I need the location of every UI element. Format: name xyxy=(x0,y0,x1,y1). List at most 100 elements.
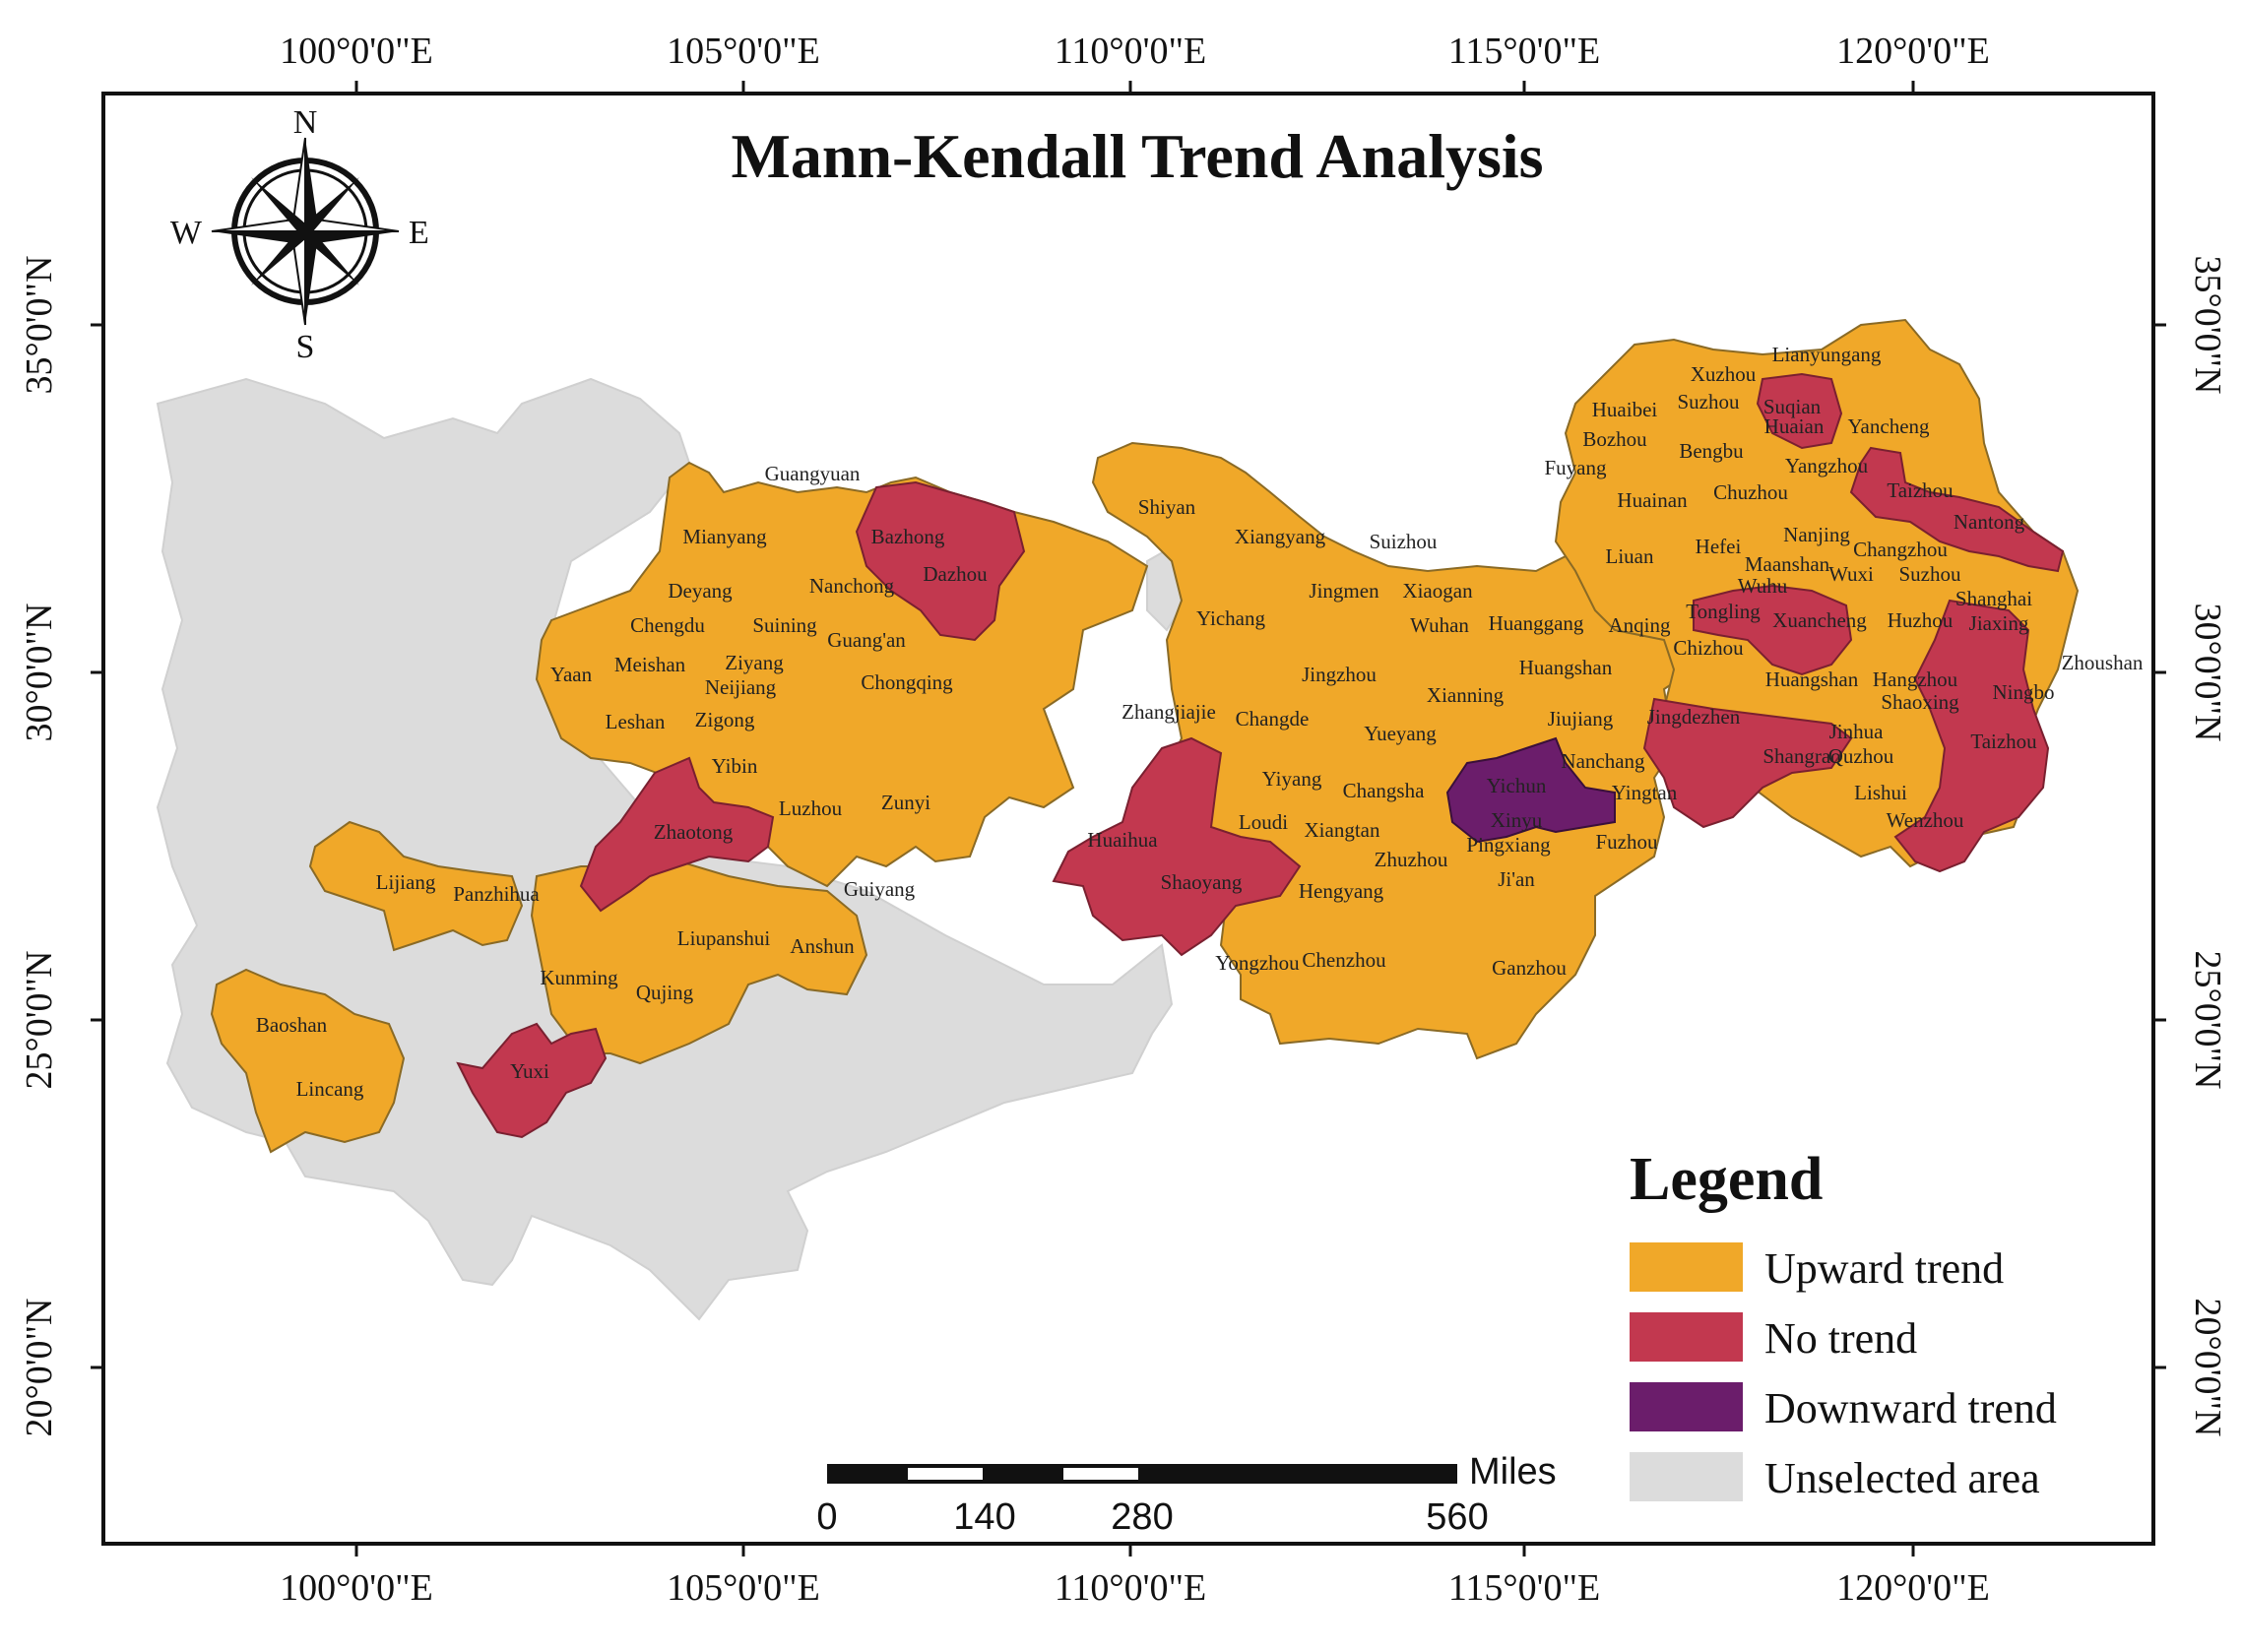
city-label: Xinyu xyxy=(1491,808,1543,832)
legend-swatch-downward xyxy=(1630,1382,1743,1431)
tongling-xuancheng xyxy=(1693,584,1853,676)
city-label: Xiangyang xyxy=(1235,525,1326,548)
city-label: Jiaxing xyxy=(1969,611,2029,635)
city-label: Yaan xyxy=(550,663,593,686)
city-label: Loudi xyxy=(1239,810,1288,834)
legend-label-no-trend: No trend xyxy=(1764,1314,1917,1363)
city-label: Yiyang xyxy=(1262,767,1322,791)
lat-label-left: 20°0'0"N xyxy=(19,1299,60,1437)
jiaxing-shaoxing-taizhou-wenzhou xyxy=(1893,599,2050,873)
city-label: Huainan xyxy=(1617,488,1688,512)
city-label: Yancheng xyxy=(1847,414,1930,438)
city-label: Zhuzhou xyxy=(1375,848,1448,871)
city-label: Huaibei xyxy=(1592,398,1658,421)
city-label: Nanchang xyxy=(1561,749,1645,773)
legend-label-downward: Downward trend xyxy=(1764,1384,2057,1432)
no-trend-regions xyxy=(456,372,2065,1139)
city-label: Fuzhou xyxy=(1596,830,1659,854)
city-label: Taizhou xyxy=(1887,478,1954,502)
city-label: Yueyang xyxy=(1364,722,1437,745)
lon-label-bottom: 100°0'0"E xyxy=(280,1567,433,1609)
city-label: Yangzhou xyxy=(1785,454,1869,477)
city-label: Changde xyxy=(1236,707,1310,731)
city-label: Yongzhou xyxy=(1215,951,1300,975)
map-title: Mann-Kendall Trend Analysis xyxy=(731,121,1543,191)
bazhong-dazhou xyxy=(855,480,1026,642)
compass-n: N xyxy=(293,104,318,141)
city-label: Wuxi xyxy=(1828,562,1874,586)
lat-label-right: 20°0'0"N xyxy=(2187,1299,2228,1437)
city-label: Suzhou xyxy=(1678,390,1741,413)
lon-label-bottom: 120°0'0"E xyxy=(1836,1567,1990,1609)
lon-label-bottom: 115°0'0"E xyxy=(1448,1567,1600,1609)
city-label: Yuxi xyxy=(510,1059,549,1083)
city-label: Shaoxing xyxy=(1881,690,1959,714)
city-label: Anshun xyxy=(790,934,855,958)
suqian-huaian xyxy=(1756,372,1843,450)
lat-label-left: 25°0'0"N xyxy=(19,951,60,1090)
city-label: Lijiang xyxy=(376,870,436,894)
city-label: Huanggang xyxy=(1489,611,1584,635)
taizhou-nantong xyxy=(1849,446,2065,573)
city-label: Zhoushan xyxy=(2062,651,2144,674)
compass-e: E xyxy=(409,215,429,251)
city-label: Zhangjiajie xyxy=(1122,700,1216,724)
city-label: Fuyang xyxy=(1545,456,1608,479)
city-label: Qujing xyxy=(636,981,694,1004)
city-label: Quzhou xyxy=(1828,744,1894,768)
lijiang-panzhihua-region xyxy=(308,820,524,952)
city-label: Suzhou xyxy=(1899,562,1962,586)
city-labels: Lianyungang Xuzhou Suqian Huaibei Suzhou Huai… xyxy=(256,343,2144,1101)
city-label: Xuancheng xyxy=(1772,608,1867,632)
city-label: Lianyungang xyxy=(1772,343,1882,366)
city-label: Huangshan xyxy=(1519,656,1613,679)
city-label: Meishan xyxy=(614,653,686,676)
scale-tick-140: 140 xyxy=(953,1496,1015,1538)
scale-tick-0: 0 xyxy=(816,1496,837,1538)
yuxi xyxy=(456,1022,608,1139)
city-label: Chenzhou xyxy=(1302,948,1386,972)
city-label: Bengbu xyxy=(1679,439,1744,463)
city-label: Huaian xyxy=(1764,414,1825,438)
city-label: Huzhou xyxy=(1888,608,1954,632)
city-label: Shaoyang xyxy=(1161,870,1243,894)
city-label: Dazhou xyxy=(923,562,988,586)
city-label: Nanjing xyxy=(1783,523,1850,546)
lon-label-top: 105°0'0"E xyxy=(667,31,820,72)
city-label: Nanchong xyxy=(809,574,895,598)
city-label: Wenzhou xyxy=(1887,808,1964,832)
city-label: Shangrao xyxy=(1762,744,1840,768)
city-label: Ziyang xyxy=(725,651,784,674)
city-label: Hengyang xyxy=(1299,879,1384,903)
zhaotong xyxy=(579,756,775,913)
north-arrow-icon: N S E W xyxy=(170,104,429,365)
city-label: Zunyi xyxy=(881,791,930,814)
yunnan-guizhou-region xyxy=(530,859,868,1065)
city-label: Taizhou xyxy=(1970,730,2037,753)
lon-label-top: 115°0'0"E xyxy=(1448,31,1600,72)
city-label: Xiaogan xyxy=(1402,579,1473,603)
city-label: Lishui xyxy=(1854,781,1907,804)
city-label: Maanshan xyxy=(1745,552,1830,576)
city-label: Deyang xyxy=(668,579,733,603)
city-label: Ningbo xyxy=(1993,680,2055,704)
compass-s: S xyxy=(296,329,315,365)
city-label: Changsha xyxy=(1343,779,1426,802)
city-label: Bazhong xyxy=(871,525,945,548)
legend-title: Legend xyxy=(1630,1146,1823,1213)
lon-label-bottom: 110°0'0"E xyxy=(1055,1567,1206,1609)
city-label: Jingmen xyxy=(1309,579,1379,603)
city-label: Wuhan xyxy=(1410,613,1469,637)
city-label: Suqian xyxy=(1763,395,1822,418)
legend-swatch-no-trend xyxy=(1630,1312,1743,1362)
city-label: Tongling xyxy=(1686,600,1761,623)
city-label: Liupanshui xyxy=(677,926,771,950)
baoshan-lincang-region xyxy=(210,968,406,1154)
scale-unit: Miles xyxy=(1469,1451,1557,1493)
city-label: Mianyang xyxy=(682,525,767,548)
legend-swatch-unselected xyxy=(1630,1452,1743,1501)
city-label: Yibin xyxy=(712,754,758,778)
city-label: Huangshan xyxy=(1765,667,1859,691)
